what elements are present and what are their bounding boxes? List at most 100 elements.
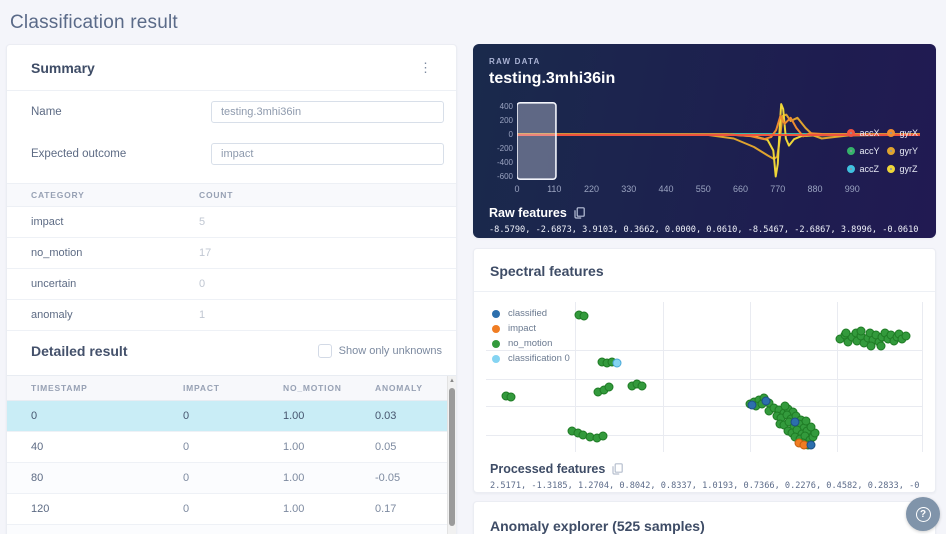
series-gyrX [517, 114, 920, 141]
legend-item-accZ[interactable]: accZ [847, 164, 879, 174]
y-tick-label: 400 [499, 102, 513, 112]
table-cell: 0 [183, 472, 190, 484]
y-tick-label: 0 [508, 130, 513, 140]
kebab-menu-icon[interactable]: ⋮ [419, 60, 432, 75]
legend-item-classification-0: classification 0 [492, 351, 570, 366]
table-cell: 0 [31, 410, 38, 422]
legend-label: gyrX [899, 128, 918, 138]
spectral-scatter-plot[interactable]: classified impact no_motion classification … [486, 302, 923, 452]
table-row[interactable]: 0 0 1.00 0.03 [7, 401, 456, 432]
category-row: impact 5 [7, 207, 456, 238]
count-column-header: COUNT [199, 190, 234, 200]
legend-item-no_motion: no_motion [492, 336, 570, 351]
legend-item-accY[interactable]: accY [847, 146, 879, 156]
category-column-header: CATEGORY [31, 190, 85, 200]
x-tick-label: 110 [547, 184, 562, 194]
legend-dot-icon [492, 354, 500, 363]
table-cell: 80 [31, 472, 44, 484]
scatter-point [780, 401, 790, 411]
processed-features-heading: Processed features [490, 462, 606, 476]
processed-features-values: 2.5171, -1.3185, 1.2704, 0.8042, 0.8337,… [490, 481, 919, 491]
expected-outcome-input[interactable] [211, 143, 444, 165]
scatter-point [747, 400, 757, 410]
table-cell: 1.00 [283, 410, 305, 422]
no-motion-column-header: NO_MOTION [283, 383, 342, 393]
legend-ring-icon [847, 165, 856, 173]
gridline [486, 406, 923, 408]
scatter-point [856, 326, 866, 335]
raw-chart-y-axis: 400 200 0 -200 -400 -600 [489, 102, 517, 181]
raw-chart-legend: accX gyrX accY gyrY accZ gyrZ [847, 128, 918, 174]
name-label: Name [31, 106, 62, 118]
page-title: Classification result [10, 12, 178, 33]
raw-data-chart[interactable]: 400 200 0 -200 -400 -600 accX gyrX accY gyrY accZ… [489, 102, 920, 181]
x-tick-label: 550 [695, 184, 711, 194]
table-cell: 40 [31, 441, 44, 453]
detailed-result-heading: Detailed result [31, 343, 128, 359]
legend-item-accX[interactable]: accX [847, 128, 879, 138]
category-count-table: CATEGORY COUNT impact 5 no_motion 17 uncerta… [7, 183, 456, 331]
summary-heading: Summary [31, 60, 95, 76]
category-row: no_motion 17 [7, 238, 456, 269]
name-input[interactable] [211, 101, 444, 123]
raw-chart-x-axis: 0 110 220 330 440 550 660 770 880 990 [514, 184, 920, 198]
expected-outcome-field-row: Expected outcome [7, 133, 456, 175]
scatter-point [790, 417, 800, 427]
scatter-point [806, 422, 816, 431]
table-cell: 1.00 [283, 472, 305, 484]
spectral-features-card: Spectral features classified impact no_mot… [473, 248, 936, 493]
show-only-unknowns-label: Show only unknowns [338, 345, 442, 357]
table-row[interactable]: 40 0 1.00 0.05 [7, 432, 456, 463]
scatter-point [598, 431, 608, 441]
legend-label: gyrZ [899, 164, 918, 174]
gridline [486, 378, 923, 380]
legend-ring-icon [887, 165, 896, 173]
legend-item-gyrY[interactable]: gyrY [887, 146, 918, 156]
scatter-point [506, 392, 516, 402]
x-tick-label: 880 [807, 184, 823, 194]
table-row[interactable]: 80 0 1.00 -0.05 [7, 463, 456, 494]
scatter-point [604, 382, 614, 392]
category-cell: impact [31, 216, 64, 228]
anomaly-column-header: ANOMALY [375, 383, 423, 393]
legend-ring-icon [887, 129, 896, 137]
copy-icon[interactable] [574, 207, 585, 219]
x-tick-label: 660 [732, 184, 749, 194]
copy-icon[interactable] [612, 463, 624, 475]
scrollbar-up-arrow[interactable]: ▲ [449, 378, 455, 384]
timestamp-column-header: TIMESTAMP [31, 383, 88, 393]
table-scrollbar[interactable]: ▲ [447, 376, 456, 534]
scatter-point [866, 341, 876, 351]
question-mark-icon: ? [915, 506, 931, 522]
table-cell: 1.00 [283, 503, 305, 515]
table-row[interactable]: 120 0 1.00 0.17 [7, 494, 456, 525]
detailed-result-table: TIMESTAMP IMPACT NO_MOTION ANOMALY 0 0 1.0… [7, 375, 456, 534]
gridline [662, 302, 664, 452]
name-field-row: Name [7, 91, 456, 133]
selection-window[interactable] [517, 102, 557, 180]
legend-item-gyrZ[interactable]: gyrZ [887, 164, 918, 174]
scatter-point [612, 358, 622, 368]
y-tick-label: 200 [499, 116, 513, 126]
legend-ring-icon [847, 129, 856, 137]
expected-outcome-label: Expected outcome [31, 148, 127, 160]
legend-item-gyrX[interactable]: gyrX [887, 128, 918, 138]
category-cell: anomaly [31, 309, 73, 321]
table-row[interactable]: 16001.00-0.08 [7, 525, 456, 534]
count-cell: 0 [199, 278, 206, 290]
x-tick-label: 0 [514, 184, 520, 194]
x-tick-label: 220 [583, 184, 600, 194]
gridline [486, 434, 923, 436]
table-cell: 1.00 [283, 441, 305, 453]
raw-features-heading: Raw features [489, 206, 567, 220]
y-tick-label: -400 [496, 158, 513, 168]
legend-item-impact: impact [492, 321, 570, 336]
help-button[interactable]: ? [906, 497, 940, 531]
table-cell: 0 [183, 441, 190, 453]
table-cell: 0.03 [375, 410, 397, 422]
scrollbar-thumb[interactable] [449, 388, 455, 526]
scatter-point [806, 440, 816, 450]
show-only-unknowns-checkbox[interactable] [317, 344, 332, 358]
raw-chart-plot[interactable] [517, 102, 920, 180]
